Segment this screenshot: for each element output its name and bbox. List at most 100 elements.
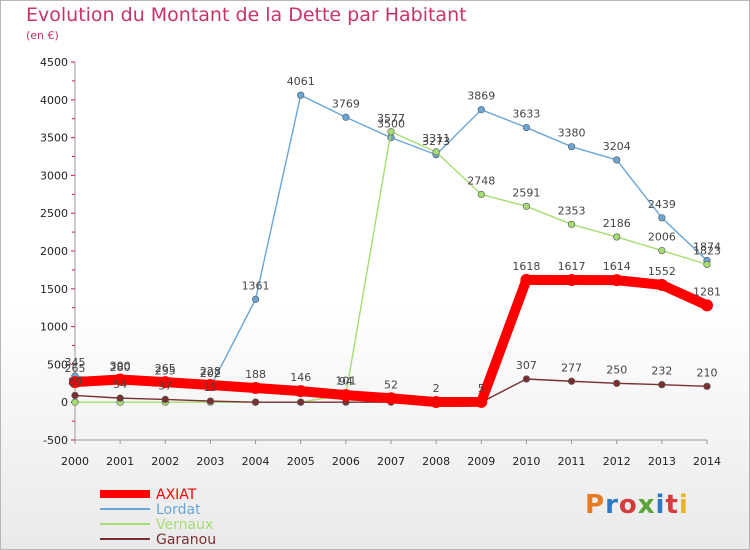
y-tick-label: 1500: [40, 283, 68, 296]
data-label-lordat: 3769: [332, 97, 360, 110]
data-point-axiat: [385, 392, 397, 405]
data-label-garanou: 37: [158, 379, 172, 392]
legend-label-lordat: Lordat: [156, 502, 201, 518]
logo-letter: r: [605, 490, 619, 520]
data-label-lordat: 3500: [377, 118, 405, 131]
data-label-axiat: 1552: [648, 265, 676, 278]
data-point-axiat: [204, 378, 217, 391]
y-tick-label: 4000: [40, 94, 68, 107]
data-label-axiat: 1617: [558, 260, 586, 273]
x-tick-label: 2002: [151, 455, 179, 468]
data-label-axiat: 265: [65, 362, 86, 375]
data-point-lordat: [522, 123, 531, 132]
data-label-garanou: 232: [651, 365, 672, 378]
data-label-axiat: 1618: [512, 260, 540, 273]
data-label-lordat: 235: [155, 364, 176, 377]
data-point-vernaux: [477, 190, 485, 199]
data-point-garanou: [206, 397, 215, 405]
data-point-axiat: [339, 389, 352, 402]
data-point-vernaux: [703, 260, 711, 268]
series-layer: [69, 91, 713, 409]
data-label-vernaux: 3311: [422, 132, 450, 145]
legend-label-axiat: AXIAT: [156, 487, 197, 503]
data-point-vernaux: [71, 398, 79, 406]
data-label-vernaux: 101: [335, 375, 356, 388]
logo-letter: o: [618, 490, 638, 520]
x-tick-label: 2010: [512, 455, 540, 468]
data-point-garanou: [161, 395, 169, 404]
data-point-garanou: [703, 382, 711, 390]
data-point-lordat: [251, 295, 260, 303]
data-label-lordat: 3380: [558, 127, 586, 140]
data-label-vernaux: 2006: [648, 231, 676, 244]
y-tick-label: 3000: [40, 169, 68, 182]
chart-title: Evolution du Montant de la Dette par Hab…: [26, 4, 467, 26]
x-tick-label: 2013: [648, 455, 676, 468]
x-tick-label: 2012: [603, 455, 631, 468]
data-label-lordat: 280: [110, 361, 131, 374]
data-point-garanou: [71, 391, 79, 400]
data-point-axiat: [249, 381, 262, 394]
proxiti-logo: Proxiti: [585, 490, 689, 520]
data-point-garanou: [613, 379, 621, 387]
data-label-axiat: 146: [290, 371, 311, 384]
data-point-vernaux: [432, 148, 440, 156]
x-tick-label: 2003: [196, 455, 224, 468]
data-label-vernaux: 2591: [512, 186, 540, 199]
logo-letter: x: [637, 490, 656, 520]
data-label-axiat: 94: [339, 375, 353, 388]
logo-letter: i: [655, 490, 666, 520]
data-label-lordat: 3869: [467, 90, 495, 103]
data-point-lordat: [342, 113, 350, 121]
logo-letter: P: [585, 490, 606, 520]
data-label-lordat: 345: [65, 356, 86, 369]
data-point-lordat: [477, 106, 485, 114]
y-tick-label: 0: [61, 396, 68, 409]
y-tick-label: 2500: [40, 207, 68, 220]
x-tick-label: 2008: [422, 455, 450, 468]
x-tick-label: 2004: [242, 455, 270, 468]
data-point-axiat: [610, 274, 623, 287]
data-point-garanou: [116, 394, 124, 402]
data-label-lordat: 3204: [603, 140, 631, 153]
data-label-garanou: 250: [606, 363, 627, 376]
data-label-lordat: 4061: [287, 75, 315, 88]
data-label-axiat: 300: [110, 360, 131, 373]
data-label-garanou: 277: [561, 361, 582, 374]
data-label-vernaux: 2748: [467, 174, 495, 187]
data-label-lordat: 3633: [512, 108, 540, 121]
data-point-axiat: [475, 395, 488, 408]
data-label-garanou: 307: [516, 359, 537, 372]
x-tick-label: 2006: [332, 455, 360, 468]
y-tick-label: 1000: [40, 321, 68, 334]
logo-letter: i: [678, 490, 689, 520]
data-point-vernaux: [387, 128, 395, 136]
data-label-vernaux: 3577: [377, 112, 405, 125]
data-label-axiat: 5: [478, 382, 485, 395]
data-label-axiat: 1614: [603, 260, 631, 273]
data-label-garanou: 15: [203, 381, 217, 394]
data-point-axiat: [565, 273, 578, 286]
data-label-garanou: 54: [113, 378, 127, 391]
x-tick-label: 2011: [558, 455, 586, 468]
data-label-axiat: 1281: [693, 285, 721, 298]
data-point-vernaux: [613, 233, 621, 241]
logo-letter: t: [665, 490, 679, 520]
data-label-axiat: 265: [155, 362, 176, 375]
data-point-axiat: [159, 376, 172, 389]
x-tick-label: 2014: [693, 455, 721, 468]
data-label-garanou: 89: [68, 375, 82, 388]
data-point-axiat: [430, 396, 443, 409]
data-point-lordat: [613, 156, 621, 164]
data-point-garanou: [522, 375, 531, 383]
x-tick-label: 2007: [377, 455, 405, 468]
data-label-lordat: 202: [200, 367, 221, 380]
data-point-garanou: [251, 398, 260, 406]
y-tick-label: 2000: [40, 245, 68, 258]
data-point-lordat: [658, 214, 666, 222]
y-tick-label: -500: [43, 434, 68, 447]
data-point-axiat: [655, 278, 668, 291]
x-tick-label: 2009: [467, 455, 495, 468]
